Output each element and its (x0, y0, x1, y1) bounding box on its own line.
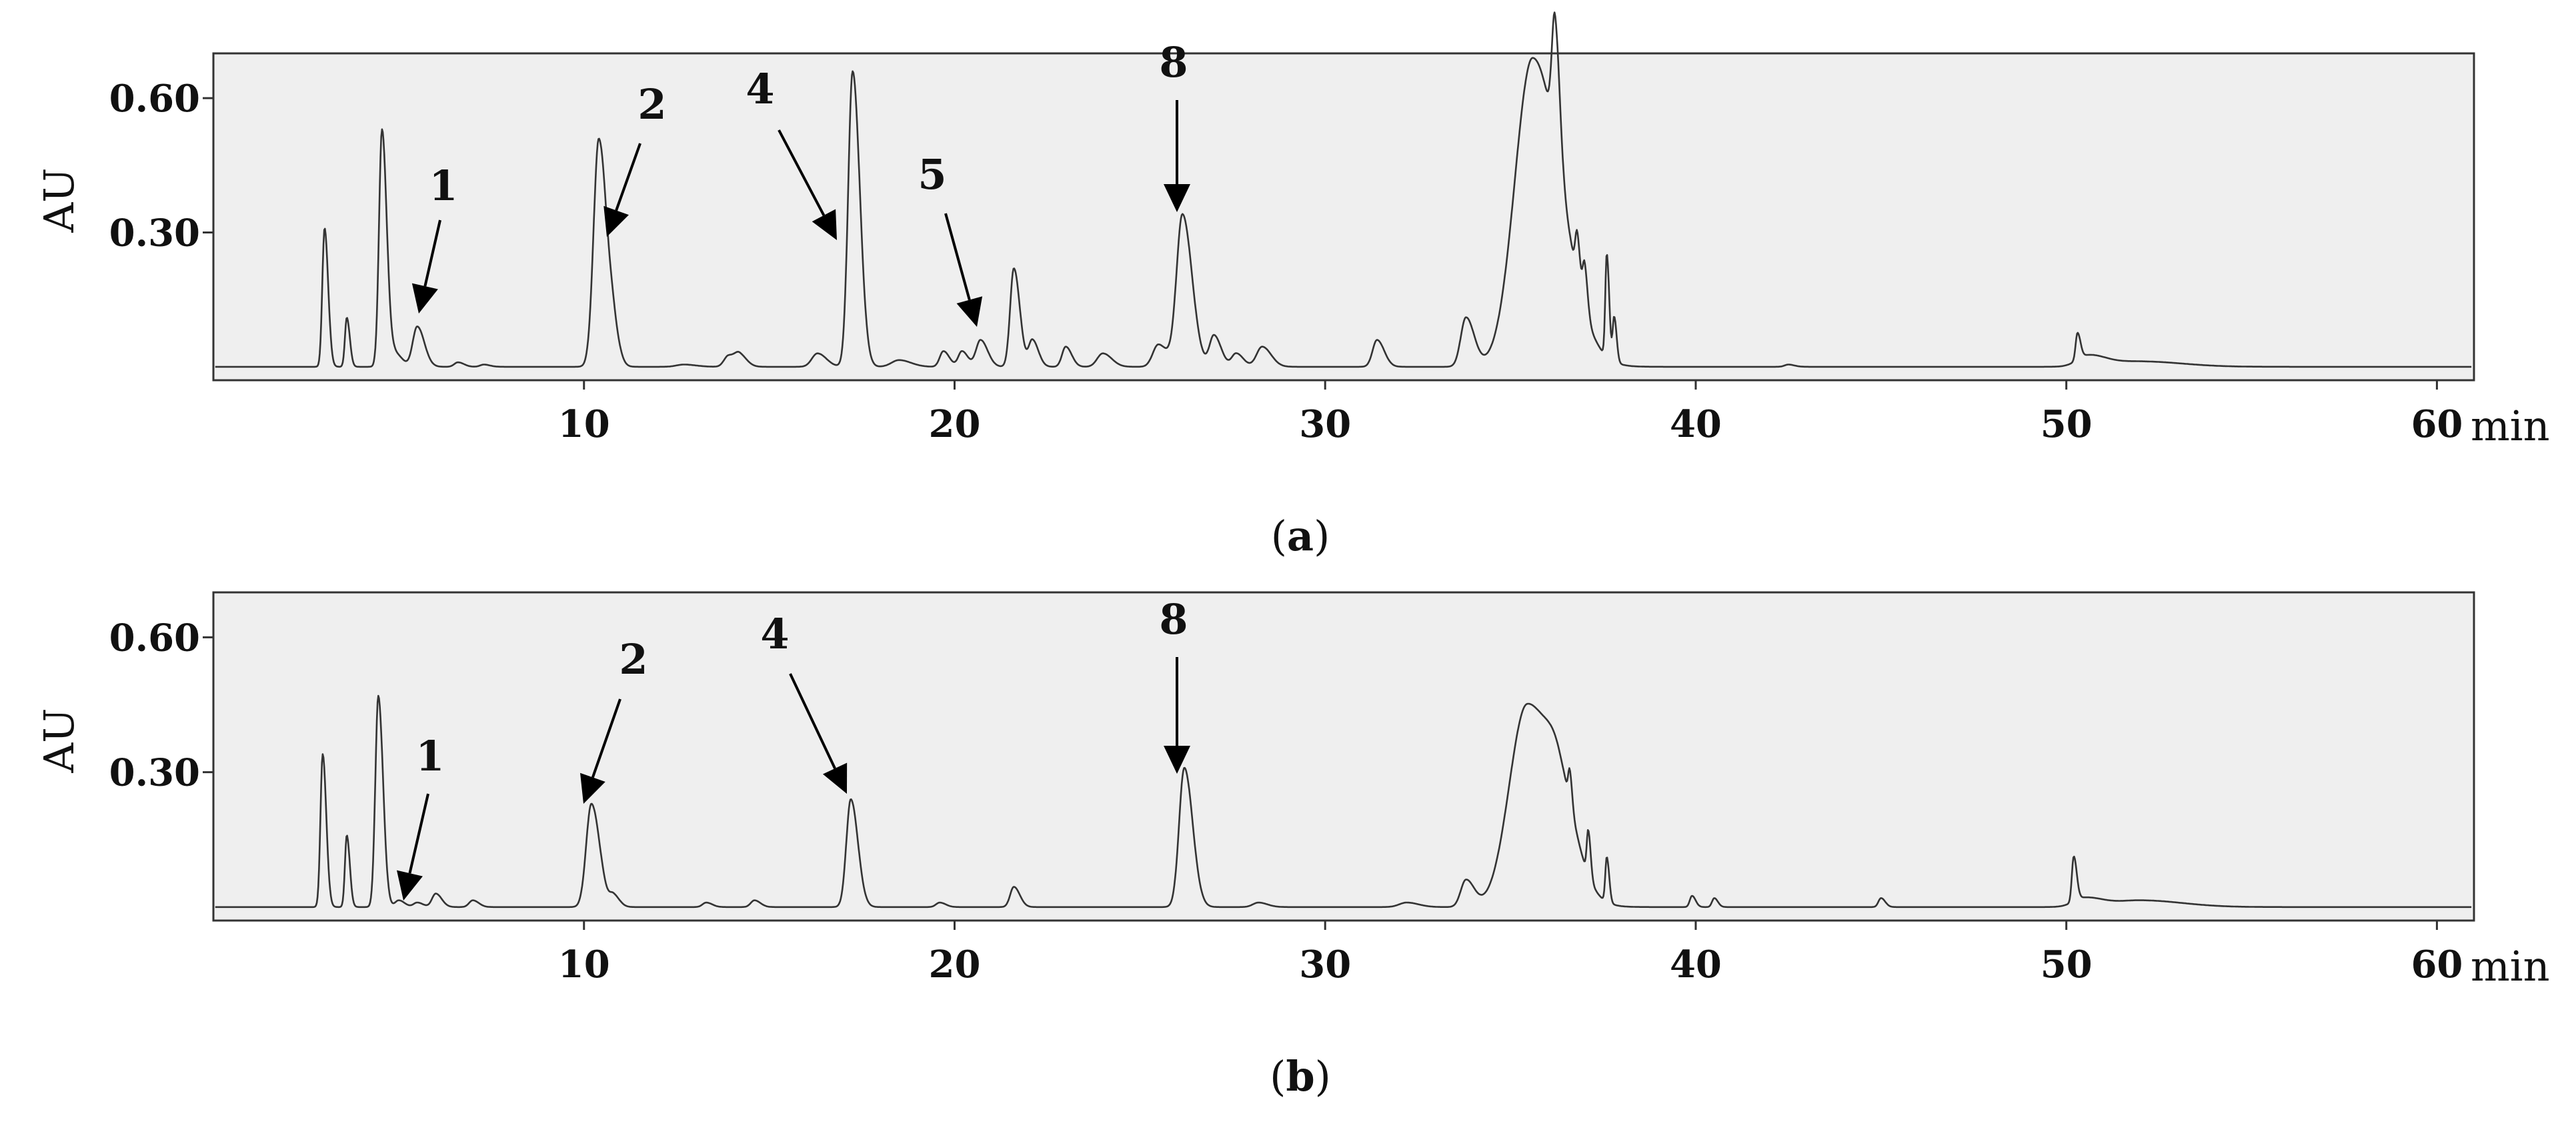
peak-label-1: 1 (429, 161, 457, 210)
peak-arrow-head (396, 870, 423, 901)
peak-arrow-shaft (423, 219, 441, 287)
peak-label-5: 5 (918, 150, 946, 199)
peak-arrow-head (580, 772, 605, 804)
x-axis-a: 10 20 30 40 50 60 (558, 380, 2463, 446)
y-axis-title-b: AU (35, 708, 83, 773)
x-tick-label: 20 (929, 943, 981, 987)
peak-arrow-head (956, 296, 983, 327)
panel-a: 10 20 30 40 50 60 0.30 0.60 AU min 1 2 4 5 8 (a) (35, 11, 2550, 560)
peak-arrow-shaft (789, 673, 836, 769)
peak-label-1: 1 (415, 732, 444, 780)
peak-arrow-shaft (615, 143, 641, 211)
peak-arrow-head (1164, 184, 1190, 212)
peak-arrow-head (411, 283, 438, 314)
y-axis-a: 0.30 0.60 (109, 77, 213, 255)
peak-arrow-shaft (591, 698, 621, 778)
panel-b: 10 20 30 40 50 60 0.30 0.60 AU min 1 2 4 8 (b) (35, 591, 2550, 1101)
peak-label-4: 4 (746, 65, 774, 113)
x-tick-label: 30 (1299, 943, 1351, 987)
x-axis-b: 10 20 30 40 50 60 (558, 921, 2463, 987)
x-unit-label-b: min (2471, 942, 2550, 991)
peak-arrow-shaft (778, 129, 826, 216)
panel-caption-a: (a) (1271, 512, 1330, 560)
x-tick-label: 40 (1670, 943, 1722, 987)
x-tick-label: 60 (2411, 402, 2463, 446)
y-tick-label: 0.60 (109, 77, 200, 121)
x-tick-label: 50 (2041, 402, 2093, 446)
peak-label-8: 8 (1159, 595, 1188, 644)
chromatogram-trace-b (215, 694, 2472, 909)
x-tick-label: 10 (558, 943, 610, 987)
panel-caption-b: (b) (1270, 1052, 1331, 1101)
panel-label-b: b (1286, 1052, 1314, 1101)
x-tick-label: 20 (929, 402, 981, 446)
peak-label-4: 4 (760, 610, 789, 658)
peak-annotations-a: 1 2 4 5 8 (411, 38, 1190, 327)
y-axis-b: 0.30 0.60 (109, 616, 213, 795)
peak-annotations-b: 1 2 4 8 (396, 595, 1190, 901)
chromatogram-trace-a (215, 11, 2472, 368)
panel-label-a: a (1287, 512, 1314, 560)
x-tick-label: 10 (558, 402, 610, 446)
peak-arrow-head (1164, 746, 1190, 774)
peak-arrow-shaft (944, 213, 971, 301)
plot-area-a (212, 52, 2475, 382)
x-tick-label: 30 (1299, 402, 1351, 446)
x-unit-label-a: min (2471, 402, 2550, 450)
peak-arrow-head (822, 762, 848, 794)
y-tick-label: 0.30 (109, 211, 200, 255)
peak-arrow-head (812, 209, 837, 240)
y-tick-label: 0.30 (109, 751, 200, 795)
y-tick-label: 0.60 (109, 616, 200, 660)
peak-label-2: 2 (619, 635, 648, 684)
x-tick-label: 60 (2411, 943, 2463, 987)
x-tick-label: 40 (1670, 402, 1722, 446)
peak-arrow-shaft (408, 793, 429, 874)
peak-label-8: 8 (1159, 38, 1188, 87)
peak-arrow-head (603, 205, 629, 237)
x-tick-label: 50 (2041, 943, 2093, 987)
peak-label-2: 2 (637, 80, 666, 129)
y-axis-title-a: AU (35, 167, 83, 233)
plot-area-b (212, 591, 2475, 922)
